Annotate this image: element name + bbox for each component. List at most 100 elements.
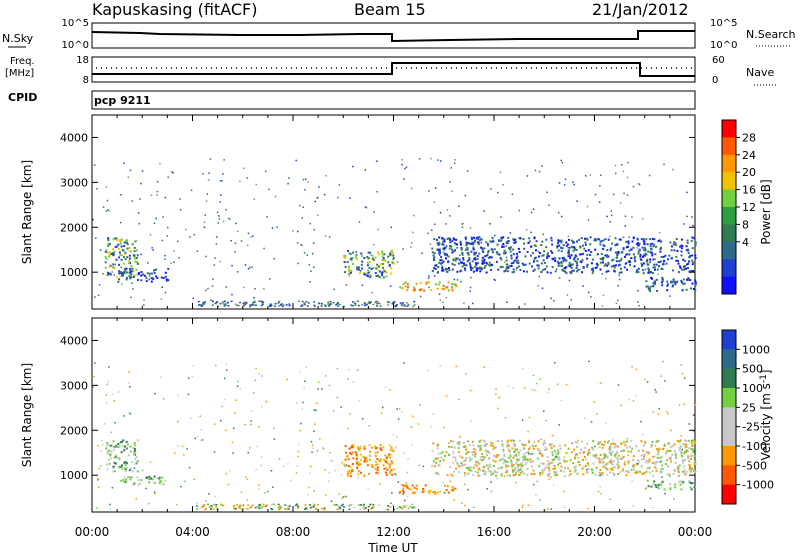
- near-range-cell: [409, 505, 412, 508]
- sparse-cell: [536, 480, 538, 483]
- scatter-cell: [484, 443, 487, 446]
- sparse-cell: [495, 388, 497, 390]
- sparse-cell: [159, 162, 161, 165]
- sparse-cell: [173, 250, 175, 252]
- scatter-cell: [155, 268, 158, 271]
- x-tick-label: 12:00: [376, 525, 411, 539]
- near-range-cell: [312, 506, 315, 508]
- scatter-cell: [440, 456, 443, 459]
- sparse-cell: [245, 476, 247, 478]
- scatter-cell: [514, 259, 517, 262]
- near-range-cell: [359, 508, 362, 510]
- scatter-cell: [650, 251, 653, 254]
- scatter-cell: [389, 444, 392, 447]
- scatter-cell: [436, 287, 439, 290]
- scatter-cell: [482, 466, 485, 469]
- scatter-cell: [481, 259, 484, 262]
- near-range-cell: [365, 304, 368, 306]
- scatter-cell: [455, 243, 458, 246]
- scatter-cell: [564, 475, 567, 478]
- scatter-cell: [652, 266, 655, 269]
- sparse-cell: [410, 426, 413, 428]
- sparse-cell: [686, 191, 688, 194]
- scatter-cell: [127, 475, 130, 478]
- sparse-cell: [385, 459, 388, 462]
- sparse-cell: [138, 223, 141, 225]
- sparse-cell: [96, 188, 98, 190]
- scatter-cell: [558, 244, 561, 247]
- scatter-cell: [539, 450, 542, 453]
- near-range-cell: [356, 300, 359, 302]
- scatter-cell: [627, 240, 630, 243]
- scatter-cell: [505, 465, 508, 468]
- scatter-cell: [351, 257, 354, 260]
- scatter-cell: [391, 448, 394, 451]
- scatter-cell: [145, 277, 148, 280]
- scatter-cell: [382, 268, 385, 271]
- scatter-cell: [581, 244, 584, 247]
- scatter-cell: [489, 256, 492, 259]
- scatter-cell: [618, 271, 621, 274]
- scatter-cell: [643, 444, 646, 447]
- sparse-cell: [442, 301, 444, 304]
- scatter-cell: [113, 448, 116, 451]
- sparse-cell: [120, 266, 122, 268]
- scatter-cell: [150, 280, 153, 283]
- scatter-cell: [646, 479, 649, 482]
- scatter-cell: [524, 444, 527, 446]
- scatter-cell: [131, 470, 134, 473]
- scatter-cell: [115, 237, 118, 240]
- scatter-cell: [128, 260, 131, 262]
- colorbar-segment: [722, 172, 736, 191]
- scatter-cell: [452, 250, 455, 253]
- scatter-cell: [422, 490, 425, 493]
- sparse-cell: [264, 170, 267, 173]
- near-range-cell: [288, 303, 291, 305]
- sparse-cell: [605, 467, 608, 469]
- scatter-cell: [456, 257, 459, 260]
- scatter-cell: [117, 243, 120, 246]
- scatter-cell: [580, 448, 582, 451]
- sparse-cell: [365, 206, 368, 209]
- scatter-cell: [384, 454, 386, 457]
- scatter-cell: [603, 457, 606, 459]
- sparse-cell: [216, 211, 219, 214]
- sparse-cell: [236, 271, 239, 273]
- near-range-cell: [404, 305, 407, 307]
- near-range-cell: [298, 300, 300, 302]
- sparse-cell: [404, 499, 406, 502]
- scatter-cell: [444, 454, 447, 457]
- near-range-cell: [343, 506, 345, 508]
- near-range-cell: [268, 304, 271, 307]
- scatter-cell: [553, 445, 556, 448]
- near-range-cell: [287, 508, 290, 510]
- scatter-cell: [119, 241, 122, 244]
- near-range-cell: [354, 304, 357, 306]
- scatter-cell: [148, 481, 151, 484]
- sparse-cell: [638, 304, 640, 307]
- scatter-cell: [506, 445, 508, 448]
- sparse-cell: [439, 299, 442, 301]
- sparse-cell: [651, 441, 654, 443]
- scatter-cell: [501, 236, 504, 239]
- sparse-cell: [550, 297, 552, 300]
- near-range-cell: [222, 300, 225, 303]
- scatter-cell: [123, 245, 126, 247]
- sparse-cell: [401, 159, 403, 161]
- sparse-cell: [207, 179, 210, 181]
- scatter-cell: [597, 441, 600, 444]
- scatter-cell: [533, 447, 535, 450]
- scatter-cell: [440, 452, 442, 455]
- scatter-cell: [454, 459, 457, 462]
- scatter-cell: [361, 260, 364, 263]
- scatter-cell: [359, 453, 362, 456]
- sparse-cell: [240, 491, 243, 494]
- scatter-cell: [668, 457, 671, 460]
- sparse-cell: [500, 244, 503, 247]
- scatter-cell: [149, 477, 152, 480]
- scatter-cell: [660, 460, 663, 463]
- scatter-cell: [682, 258, 685, 261]
- near-range-cell: [318, 302, 321, 304]
- sparse-cell: [244, 264, 247, 266]
- scatter-cell: [653, 238, 656, 241]
